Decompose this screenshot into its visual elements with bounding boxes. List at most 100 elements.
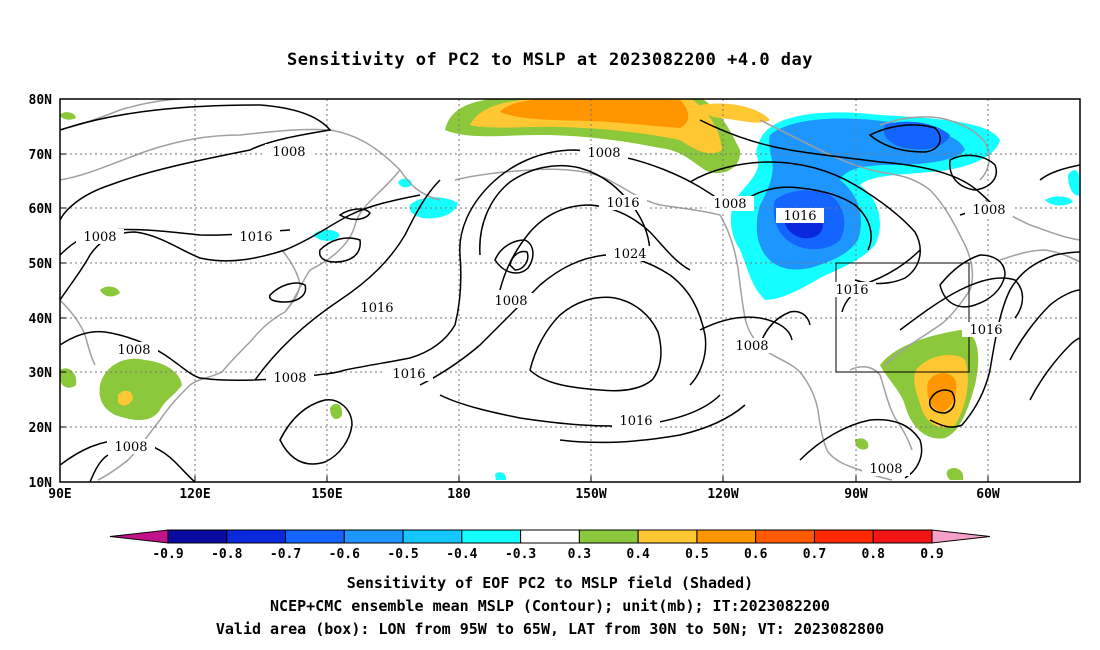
colorbar-label: 0.6 [744, 547, 768, 562]
colorbar-swatch [285, 529, 345, 544]
lon-label: 60W [976, 487, 1000, 502]
colorbar-label: 0.4 [626, 547, 650, 562]
lat-label: 20N [29, 421, 53, 436]
lat-label: 70N [29, 148, 53, 163]
shade-positive-small-4 [60, 112, 76, 120]
colorbar-label: 0.8 [861, 547, 885, 562]
lat-axis-labels: 80N 70N 60N 50N 40N 30N 20N 10N [29, 93, 53, 491]
shade-negative-small-1 [409, 197, 458, 219]
contour-label-text: 1024 [613, 247, 646, 262]
lat-label: 60N [29, 202, 53, 217]
shade-positive-small-1 [60, 368, 77, 388]
caption-line-2: NCEP+CMC ensemble mean MSLP (Contour); u… [270, 597, 830, 615]
shade-negative-small-4 [1068, 170, 1080, 196]
lon-label: 120E [179, 487, 210, 502]
colorbar-label: -0.6 [329, 547, 360, 562]
contour-label-text: 1016 [969, 323, 1002, 338]
shade-positive-arctic-orange [500, 99, 689, 128]
lat-label: 10N [29, 476, 53, 491]
contour-label: 1016 [599, 195, 647, 211]
contour-label: 1016 [385, 366, 433, 382]
shade-positive-atlantic-orange [927, 373, 957, 412]
lat-label: 30N [29, 366, 53, 381]
contour-label-text: 1008 [117, 343, 150, 358]
contour-label: 1016 [962, 322, 1010, 338]
shade-positive-small-2 [330, 403, 343, 420]
contour-label: 1008 [487, 293, 535, 309]
caption-line-3: Valid area (box): LON from 95W to 65W, L… [215, 620, 885, 638]
contour-labels: 1008 1008 1008 1016 1008 1016 1016 1008 … [76, 144, 1013, 477]
contour-label-text: 1008 [713, 197, 746, 212]
lon-label: 180 [447, 487, 471, 502]
contour-label-text: 1016 [783, 209, 816, 224]
lon-label: 120W [707, 487, 738, 502]
colorbar-label: -0.8 [211, 547, 242, 562]
colorbar-swatch [813, 529, 874, 544]
lat-label: 80N [29, 93, 53, 108]
colorbar: -0.9 -0.8 -0.7 -0.6 -0.5 -0.4 -0.3 0.3 0.4 0.5 0.6… [109, 529, 991, 562]
contour-label-text: 1008 [272, 145, 305, 160]
contour-label: 1008 [706, 196, 754, 212]
colorbar-swatch [520, 529, 580, 544]
colorbar-label: -0.9 [152, 547, 183, 562]
valid-area-box [835, 262, 970, 373]
lat-label: 50N [29, 257, 53, 272]
contour-label-text: 1008 [114, 440, 147, 455]
contour-label-text: 1016 [392, 367, 425, 382]
contour-label: 1016 [828, 282, 876, 298]
contour-label-text: 1008 [869, 462, 902, 477]
contour-label: 1008 [266, 370, 314, 386]
shade-negative-small-6 [495, 472, 507, 480]
plot-frame [59, 98, 1081, 483]
shade-negative-greenland [883, 121, 950, 150]
shade-positive-asia [99, 358, 182, 420]
contour-label: 1024 [606, 246, 654, 262]
colorbar-label: -0.3 [505, 547, 536, 562]
contour-label-text: 1008 [273, 371, 306, 386]
lon-label: 150E [311, 487, 342, 502]
caption-line-1: Sensitivity of EOF PC2 to MSLP field (Sh… [346, 574, 754, 592]
colorbar-label: -0.7 [270, 547, 301, 562]
colorbar-swatch [461, 529, 522, 544]
colorbar-swatch [872, 529, 933, 544]
contour-label: 1016 [776, 208, 824, 224]
shade-positive-arctic-orange2 [699, 103, 770, 123]
colorbar-swatch [343, 529, 404, 544]
colorbar-label: 0.7 [803, 547, 826, 562]
contour-label: 1008 [265, 144, 313, 160]
colorbar-label: 0.9 [920, 547, 943, 562]
lon-axis-labels: 90E 120E 150E 180 150W 120W 90W 60W [48, 487, 1000, 502]
colorbar-label: 0.3 [568, 547, 591, 562]
colorbar-triangle-low [109, 529, 169, 544]
colorbar-label: -0.5 [387, 547, 418, 562]
shade-negative-small-3 [1045, 196, 1073, 206]
contour-label: 1016 [353, 300, 401, 316]
contour-label-text: 1016 [619, 414, 652, 429]
mslp-contours [60, 104, 1080, 482]
shaded-sensitivity [60, 99, 1080, 480]
lat-label: 40N [29, 312, 53, 327]
coastlines [60, 99, 1080, 481]
colorbar-label: -0.4 [446, 547, 477, 562]
contour-label: 1008 [76, 229, 124, 245]
colorbar-swatch [167, 529, 228, 544]
shade-positive-small-3 [100, 286, 120, 297]
colorbar-swatch [637, 529, 698, 544]
map-title: Sensitivity of PC2 to MSLP at 2023082200… [286, 50, 813, 70]
contour-label-text: 1008 [587, 146, 620, 161]
colorbar-swatch [755, 529, 815, 544]
shade-positive-small-5 [855, 438, 869, 450]
contour-label-text: 1016 [239, 230, 272, 245]
contour-label: 1016 [612, 413, 660, 429]
contour-label: 1008 [107, 439, 155, 455]
lon-label: 150W [575, 487, 606, 502]
colorbar-swatch [226, 529, 287, 544]
shade-positive-asia-yellow [118, 390, 133, 406]
colorbar-swatch [696, 529, 757, 544]
contour-label-text: 1008 [83, 230, 116, 245]
contour-label: 1008 [580, 145, 628, 161]
colorbar-swatch [402, 529, 463, 544]
contour-label: 1008 [110, 342, 158, 358]
contour-label-text: 1016 [606, 196, 639, 211]
